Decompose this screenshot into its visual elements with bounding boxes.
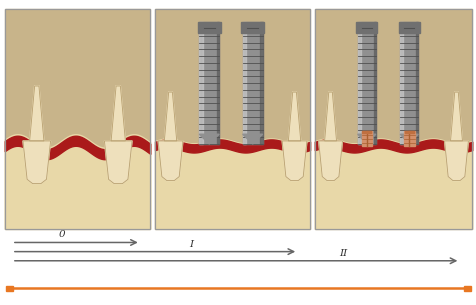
Bar [314, 9, 471, 229]
Polygon shape [444, 141, 467, 181]
Polygon shape [23, 141, 50, 184]
Polygon shape [164, 92, 176, 141]
Bar [361, 131, 371, 133]
Bar [415, 22, 417, 144]
Polygon shape [324, 92, 336, 141]
Bar [260, 22, 262, 144]
Text: II: II [338, 249, 347, 258]
Bar [217, 22, 219, 144]
Bar [6, 286, 13, 291]
Text: I: I [188, 239, 192, 249]
Bar [198, 22, 220, 33]
Bar [242, 22, 246, 144]
Polygon shape [199, 134, 219, 144]
Bar [404, 131, 413, 133]
Bar [314, 9, 471, 229]
Bar [398, 22, 419, 33]
Polygon shape [30, 86, 44, 141]
Bar [357, 22, 375, 144]
Polygon shape [357, 134, 375, 144]
Polygon shape [399, 134, 417, 144]
Bar [399, 22, 403, 144]
Polygon shape [242, 134, 262, 144]
Bar [155, 9, 309, 229]
Bar [5, 9, 150, 229]
Polygon shape [288, 92, 300, 141]
Polygon shape [111, 86, 125, 141]
Polygon shape [318, 141, 342, 181]
Bar [199, 22, 219, 144]
Bar [356, 22, 377, 33]
Bar [155, 9, 309, 229]
Bar [241, 22, 264, 33]
Bar [5, 9, 150, 229]
Polygon shape [104, 141, 132, 184]
Bar [373, 22, 375, 144]
Polygon shape [158, 141, 183, 181]
Polygon shape [449, 92, 461, 141]
Bar [403, 131, 414, 146]
Polygon shape [281, 141, 307, 181]
Bar [399, 22, 417, 144]
Bar [361, 131, 371, 146]
Bar [463, 286, 470, 291]
Bar [199, 22, 202, 144]
Bar [357, 22, 360, 144]
Bar [242, 22, 262, 144]
Text: 0: 0 [59, 230, 65, 239]
